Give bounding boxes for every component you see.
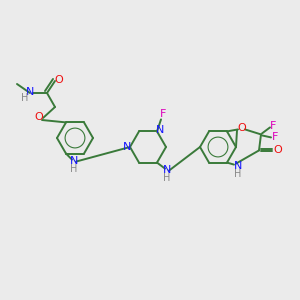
Text: F: F [272,132,278,142]
Text: F: F [160,110,166,119]
Text: O: O [55,75,63,85]
Text: N: N [70,156,78,166]
Text: O: O [238,123,246,134]
Text: H: H [163,172,171,183]
Text: F: F [270,122,276,131]
Text: H: H [234,169,242,178]
Text: N: N [234,160,242,171]
Text: N: N [26,87,34,97]
Text: O: O [34,112,43,122]
Text: N: N [123,142,131,152]
Text: H: H [70,164,78,174]
Text: N: N [163,165,171,175]
Text: O: O [274,146,282,155]
Text: H: H [21,93,29,103]
Text: N: N [156,125,164,135]
